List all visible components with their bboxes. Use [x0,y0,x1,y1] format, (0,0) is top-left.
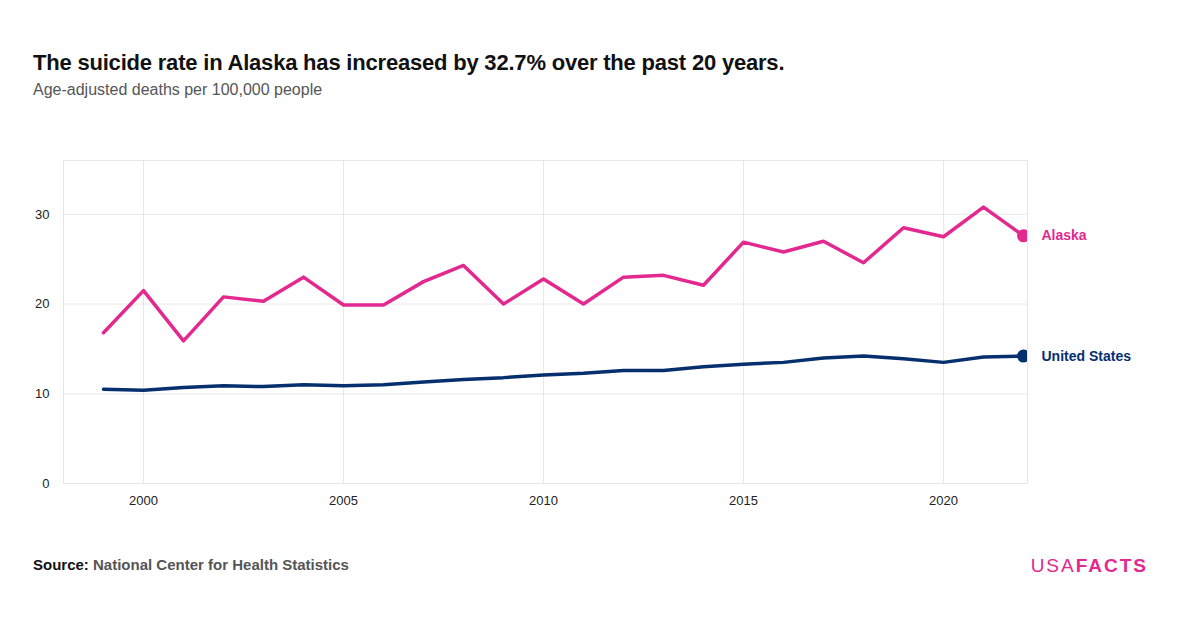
svg-text:2000: 2000 [129,493,158,508]
html-text:The suicide rate in Alaska has: The suicide rate in Alaska has increased… [33,50,785,75]
svg-text:Alaska: Alaska [1042,227,1087,243]
svg-text:30: 30 [35,206,49,221]
svg-text:2015: 2015 [729,493,758,508]
html-text:Source: National Center for He: Source: National Center for Health Stati… [33,556,349,573]
svg-text:2005: 2005 [329,493,358,508]
svg-text:2020: 2020 [929,493,958,508]
svg-text:United States: United States [1042,348,1132,364]
svg-text:2010: 2010 [529,493,558,508]
svg-text:20: 20 [35,296,49,311]
svg-text:0: 0 [42,476,49,491]
html-text:USA FACTS: USA FACTS [1030,555,1148,576]
html-text:Age-adjusted deaths per 100,00: Age-adjusted deaths per 100,000 people [33,81,323,98]
svg-text:10: 10 [35,386,49,401]
